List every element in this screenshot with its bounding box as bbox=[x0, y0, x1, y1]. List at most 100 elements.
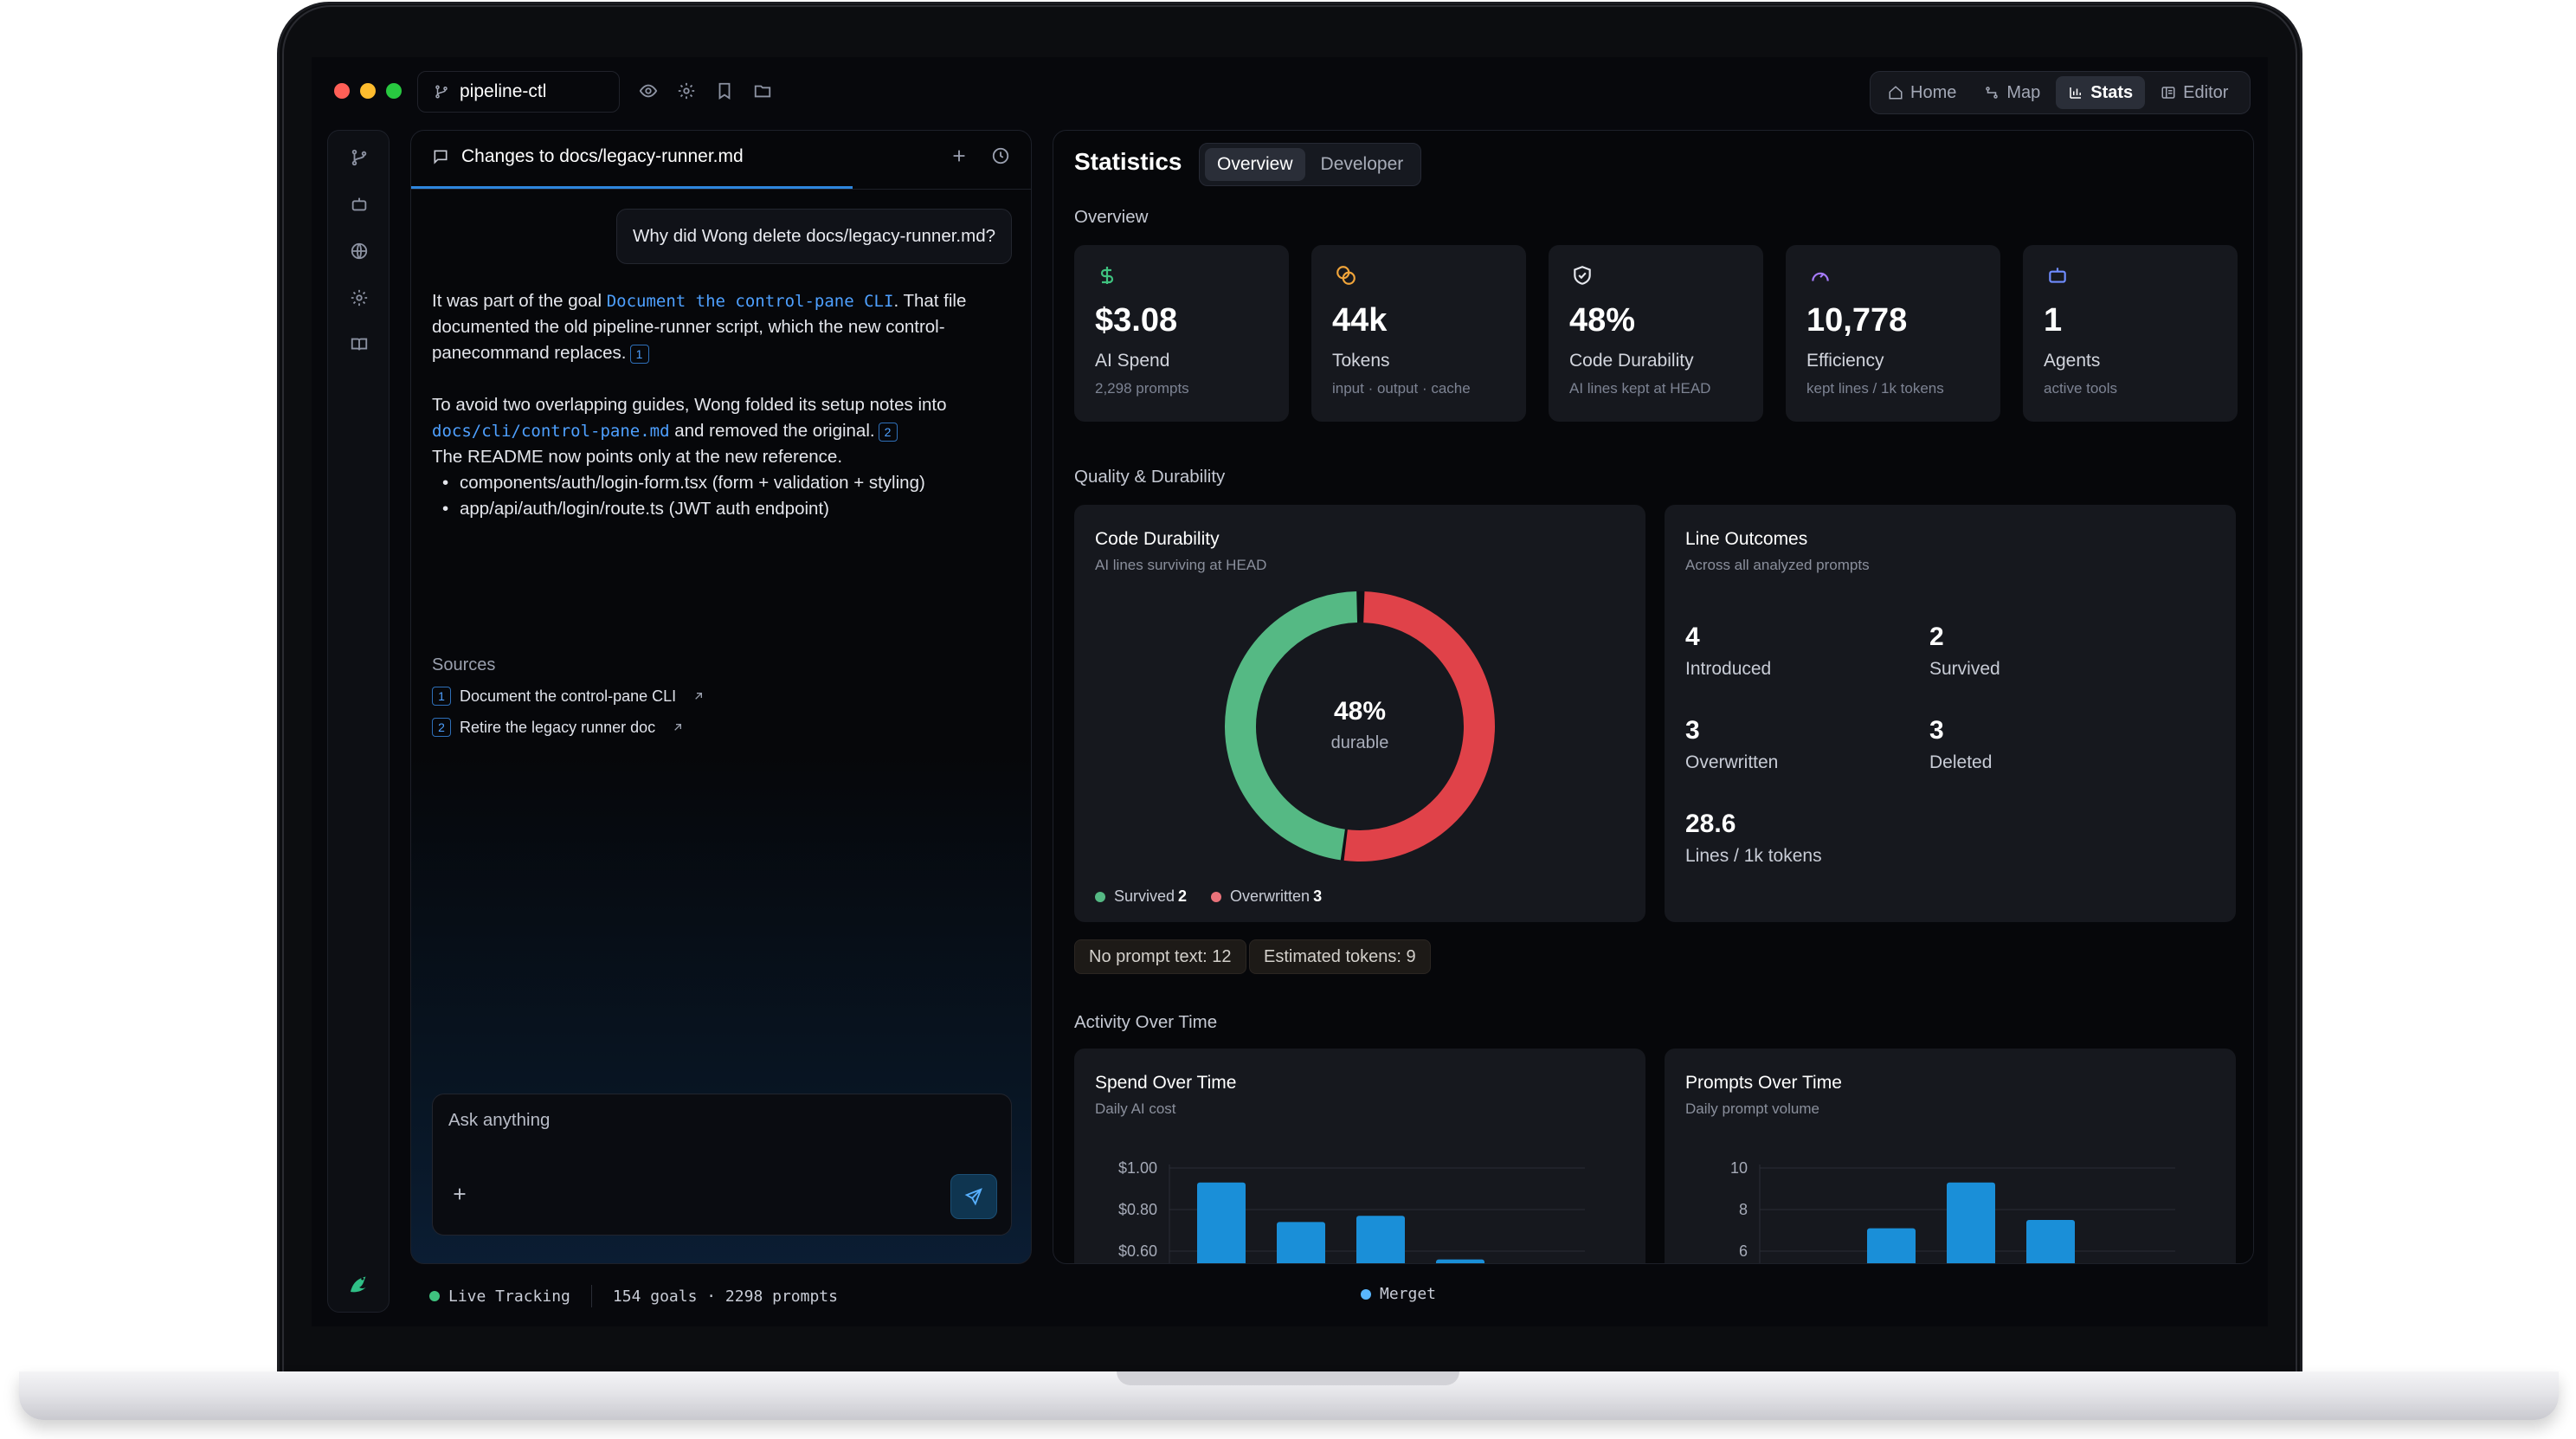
donut-legend: Survived 2 Overwritten 3 bbox=[1095, 887, 1322, 906]
message-icon bbox=[434, 150, 448, 165]
section-quality: Quality & Durability bbox=[1074, 467, 1226, 487]
nav-map[interactable]: Map bbox=[1972, 76, 2052, 109]
robot-rail-icon[interactable] bbox=[328, 195, 390, 219]
close-window-button[interactable] bbox=[334, 83, 350, 99]
minimize-window-button[interactable] bbox=[360, 83, 376, 99]
no-prompt-chip: No prompt text: 12 bbox=[1074, 939, 1246, 974]
bar[interactable] bbox=[1356, 1216, 1405, 1264]
kpi-value: 1 bbox=[2044, 302, 2063, 339]
line-outcomes-card: Line Outcomes Across all analyzed prompt… bbox=[1665, 505, 2236, 922]
donut-center-value: 48% bbox=[1333, 697, 1387, 726]
answer-paragraph-2: To avoid two overlapping guides, Wong fo… bbox=[432, 392, 1012, 470]
chat-tab[interactable]: Changes to docs/legacy-runner.md bbox=[432, 146, 744, 167]
durability-card: Code Durability AI lines surviving at HE… bbox=[1074, 505, 1645, 922]
outcome-label: Deleted bbox=[1929, 752, 1993, 772]
sources-heading: Sources bbox=[432, 655, 496, 674]
attach-button[interactable] bbox=[450, 1181, 469, 1210]
bar[interactable] bbox=[1277, 1222, 1325, 1264]
kpi-value: 10,778 bbox=[1806, 302, 1908, 339]
bar[interactable] bbox=[2026, 1220, 2075, 1264]
gear-rail-icon[interactable] bbox=[328, 288, 390, 313]
y-tick-label: $0.80 bbox=[1118, 1201, 1157, 1218]
source-link-2[interactable]: 2 Retire the legacy runner doc bbox=[432, 718, 685, 737]
answer-paragraph-1: It was part of the goal Document the con… bbox=[432, 288, 1012, 366]
repo-selector[interactable]: pipeline-ctl bbox=[417, 71, 620, 113]
send-icon bbox=[964, 1188, 982, 1206]
stats-panel: Statistics Overview Developer Overview $… bbox=[1053, 130, 2254, 1264]
nav-home[interactable]: Home bbox=[1876, 76, 1968, 109]
folder-icon[interactable] bbox=[753, 81, 772, 100]
tab-developer[interactable]: Developer bbox=[1320, 154, 1404, 174]
nav-stats-label: Stats bbox=[2090, 82, 2134, 102]
y-tick-label: 8 bbox=[1739, 1201, 1748, 1218]
donut-overwritten-arc bbox=[1225, 590, 1495, 861]
kpi-subtext: kept lines / 1k tokens bbox=[1806, 380, 1944, 397]
editor-icon bbox=[2161, 87, 2175, 99]
book-rail-icon[interactable] bbox=[328, 335, 390, 359]
kpi-efficiency: 10,778 Efficiency kept lines / 1k tokens bbox=[1786, 245, 2000, 422]
gear-icon[interactable] bbox=[677, 81, 696, 100]
new-chat-button[interactable] bbox=[950, 146, 969, 171]
y-tick-label: $1.00 bbox=[1118, 1159, 1157, 1177]
source-number: 2 bbox=[432, 718, 451, 737]
kpi-agents: 1 Agents active tools bbox=[2023, 245, 2238, 422]
answer-text: The README now points only at the new re… bbox=[432, 447, 843, 467]
window-controls bbox=[334, 83, 402, 99]
y-tick-label: 10 bbox=[1730, 1159, 1748, 1177]
spend-chart-card: Spend Over Time Daily AI cost $1.00 $0.80… bbox=[1074, 1049, 1645, 1264]
live-dot bbox=[429, 1291, 440, 1301]
file-link[interactable]: docs/cli/control-pane.md bbox=[432, 422, 670, 441]
history-button[interactable] bbox=[991, 146, 1010, 171]
kpi-value: 44k bbox=[1332, 302, 1388, 339]
outcome-value: 28.6 bbox=[1685, 810, 1736, 838]
y-tick-label: $0.60 bbox=[1118, 1242, 1157, 1260]
kpi-label: Code Durability bbox=[1569, 351, 1694, 371]
merge-status[interactable]: Merget bbox=[1380, 1285, 1437, 1303]
legend-overwritten: Overwritten 3 bbox=[1230, 887, 1322, 906]
bar[interactable] bbox=[1867, 1228, 1916, 1264]
status-bar: Live Tracking 154 goals · 2298 prompts bbox=[429, 1285, 838, 1307]
source-link-1[interactable]: 1 Document the control-pane CLI bbox=[432, 687, 705, 706]
globe-rail-icon[interactable] bbox=[328, 242, 390, 266]
outcome-label: Lines / 1k tokens bbox=[1685, 846, 1822, 866]
send-button[interactable] bbox=[950, 1174, 997, 1219]
chat-header: Changes to docs/legacy-runner.md bbox=[411, 131, 1031, 190]
legend-count: 3 bbox=[1313, 887, 1323, 905]
tab-overview[interactable]: Overview bbox=[1205, 148, 1305, 181]
outcome-label: Introduced bbox=[1685, 659, 1772, 679]
source-label: Document the control-pane CLI bbox=[460, 687, 677, 705]
overwritten-swatch bbox=[1211, 891, 1222, 902]
nav-map-label: Map bbox=[2006, 82, 2041, 102]
bar[interactable] bbox=[1436, 1259, 1484, 1264]
status-bar-right: Merget bbox=[1361, 1285, 1436, 1303]
prompts-chart: 10 8 6 bbox=[1730, 1159, 2175, 1264]
status-divider bbox=[590, 1285, 592, 1307]
citation-badge[interactable]: 1 bbox=[629, 344, 649, 364]
nav-editor[interactable]: Editor bbox=[2148, 76, 2240, 109]
assistant-message: It was part of the goal Document the con… bbox=[432, 288, 1012, 522]
goal-link[interactable]: Document the control-pane CLI bbox=[606, 292, 894, 311]
bar[interactable] bbox=[1947, 1182, 1995, 1264]
eye-off-icon[interactable] bbox=[639, 81, 658, 100]
citation-badge[interactable]: 2 bbox=[878, 422, 898, 442]
stats-tabs: Overview Developer bbox=[1199, 143, 1422, 186]
source-number: 1 bbox=[432, 687, 451, 706]
zoom-window-button[interactable] bbox=[386, 83, 402, 99]
branch-rail-icon[interactable] bbox=[328, 148, 390, 172]
chat-input[interactable] bbox=[448, 1110, 985, 1131]
title-toolbar bbox=[639, 81, 772, 100]
prompts-chart-card: Prompts Over Time Daily prompt volume 10… bbox=[1665, 1049, 2236, 1264]
outcome-label: Overwritten bbox=[1685, 752, 1779, 772]
nav-stats[interactable]: Stats bbox=[2056, 76, 2146, 109]
clock-icon bbox=[992, 147, 1009, 165]
logo-icon[interactable] bbox=[328, 1270, 390, 1301]
chart-title: Spend Over Time bbox=[1095, 1073, 1237, 1093]
chat-panel: Changes to docs/legacy-runner.md Why did… bbox=[410, 130, 1032, 1264]
bookmark-icon[interactable] bbox=[715, 81, 734, 100]
chart-subtitle: Daily prompt volume bbox=[1685, 1100, 1819, 1117]
kpi-value: $3.08 bbox=[1095, 302, 1178, 339]
bar[interactable] bbox=[1197, 1182, 1246, 1264]
left-rail bbox=[327, 130, 390, 1313]
section-overview: Overview bbox=[1074, 207, 1149, 227]
chat-tab-title: Changes to docs/legacy-runner.md bbox=[461, 146, 744, 166]
